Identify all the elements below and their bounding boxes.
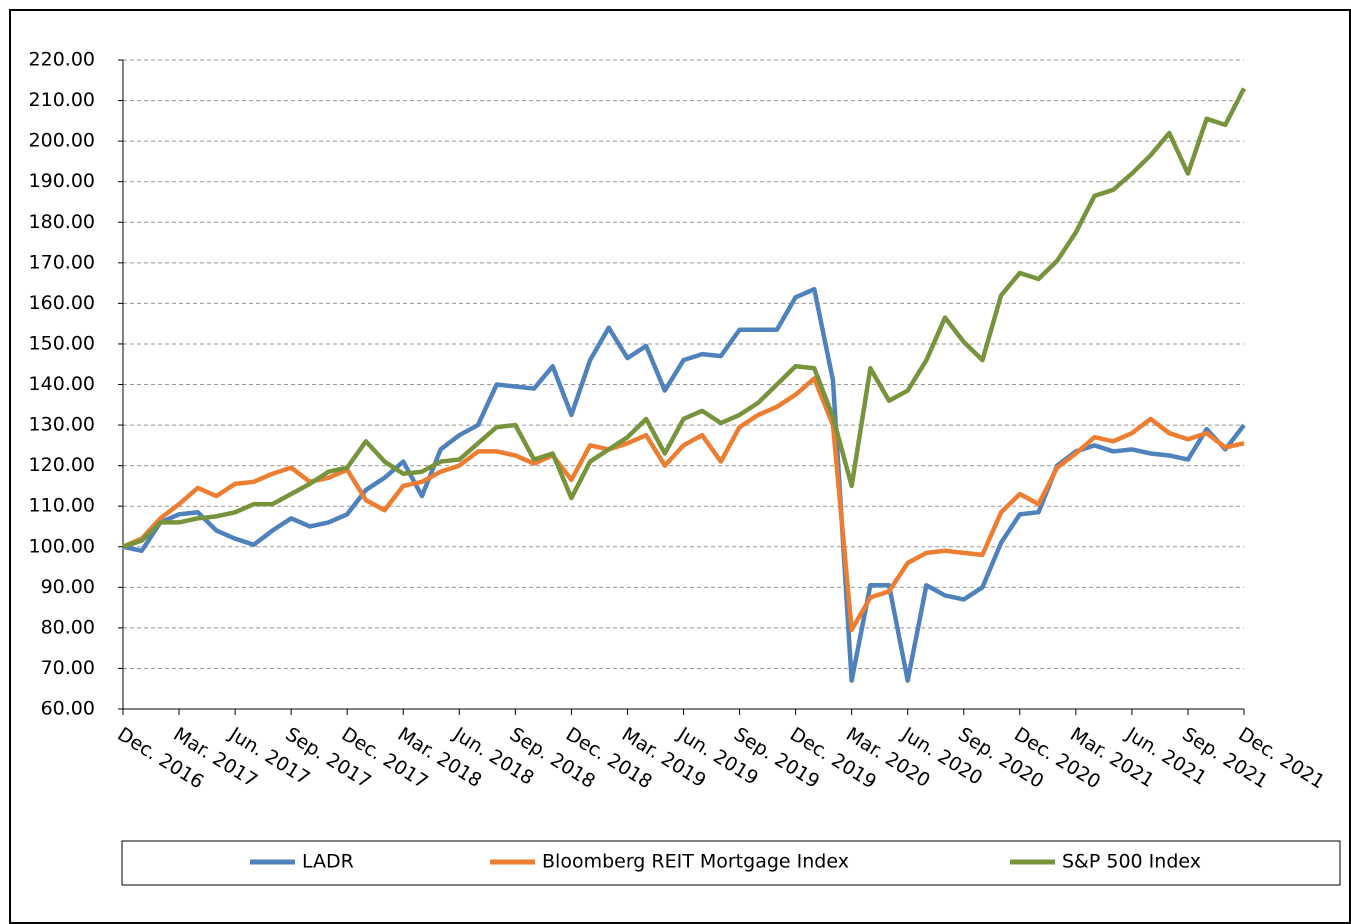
- y-tick-label: 180.00: [29, 211, 95, 233]
- y-tick-label: 190.00: [29, 170, 95, 192]
- y-tick-label: 220.00: [29, 49, 95, 71]
- y-tick-label: 210.00: [29, 89, 95, 111]
- y-tick-label: 150.00: [29, 332, 95, 354]
- legend-label: S&P 500 Index: [1062, 851, 1201, 873]
- legend-box: [121, 840, 1341, 886]
- legend-label: LADR: [302, 851, 354, 873]
- y-tick-label: 120.00: [29, 454, 95, 476]
- y-tick-label: 60.00: [41, 698, 95, 720]
- y-tick-label: 200.00: [29, 130, 95, 152]
- y-tick-label: 170.00: [29, 251, 95, 273]
- y-tick-label: 160.00: [29, 292, 95, 314]
- series-line: [122, 87, 1247, 549]
- y-tick-label: 70.00: [41, 657, 95, 679]
- chart-frame: [9, 9, 1351, 924]
- y-tick-label: 130.00: [29, 414, 95, 436]
- y-tick-label: 100.00: [29, 535, 95, 557]
- legend-label: Bloomberg REIT Mortgage Index: [542, 851, 849, 873]
- y-tick-label: 140.00: [29, 373, 95, 395]
- y-tick-label: 110.00: [29, 495, 95, 517]
- y-tick-label: 80.00: [41, 616, 95, 638]
- y-tick-label: 90.00: [41, 576, 95, 598]
